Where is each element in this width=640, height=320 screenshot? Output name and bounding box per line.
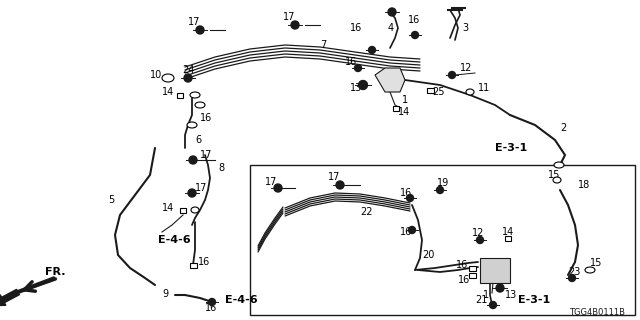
Text: 16: 16 [400,227,412,237]
Circle shape [355,65,362,71]
Ellipse shape [553,177,561,183]
Bar [480,258,510,283]
Circle shape [188,189,196,197]
Circle shape [274,184,282,192]
Text: 8: 8 [218,163,224,173]
Ellipse shape [195,102,205,108]
Circle shape [412,31,419,38]
Text: 10: 10 [150,70,163,80]
Text: 13: 13 [505,290,517,300]
Text: 6: 6 [195,135,201,145]
Bar [393,106,399,110]
Bar [177,92,183,98]
Text: 13: 13 [350,83,362,93]
Text: 16: 16 [345,57,357,67]
Text: 17: 17 [283,12,296,22]
Circle shape [209,299,216,306]
Text: FR.: FR. [45,267,65,277]
Ellipse shape [162,74,174,82]
Text: 7: 7 [320,40,326,50]
Bar [468,266,476,270]
Circle shape [436,187,444,194]
Circle shape [496,284,504,292]
Circle shape [189,156,197,164]
Text: 16: 16 [198,257,211,267]
Text: 11: 11 [478,83,490,93]
Bar [180,207,186,212]
Text: 22: 22 [360,207,372,217]
Text: 9: 9 [162,289,168,299]
Text: 1: 1 [402,95,408,105]
Text: 16: 16 [400,188,412,198]
Text: 4: 4 [388,23,394,33]
Circle shape [477,236,483,244]
Ellipse shape [554,162,564,168]
Text: E-4-6: E-4-6 [158,235,191,245]
Text: 15: 15 [590,258,602,268]
Ellipse shape [585,267,595,273]
Ellipse shape [466,89,474,95]
Text: 17: 17 [328,172,340,182]
Text: 16: 16 [350,23,362,33]
Bar [505,236,511,241]
Text: 16: 16 [458,275,470,285]
Text: E-3-1: E-3-1 [518,295,550,305]
Text: 17: 17 [265,177,277,187]
Text: 19: 19 [437,178,449,188]
Circle shape [291,21,299,29]
Text: 5: 5 [108,195,115,205]
Text: 20: 20 [422,250,435,260]
Bar [189,262,196,268]
Bar [250,165,635,315]
Ellipse shape [190,92,200,98]
Text: 16: 16 [408,15,420,25]
Text: 24: 24 [182,65,195,75]
Text: 17: 17 [200,150,212,160]
Polygon shape [375,68,405,92]
Ellipse shape [187,122,197,128]
Circle shape [369,46,376,53]
Text: 3: 3 [462,23,468,33]
Circle shape [196,26,204,34]
Circle shape [184,74,192,82]
Circle shape [336,181,344,189]
Bar [426,87,433,92]
Text: 25: 25 [432,87,445,97]
Text: 16: 16 [205,303,217,313]
Text: 17: 17 [188,17,200,27]
Text: 21: 21 [475,295,488,305]
Text: 16: 16 [456,260,468,270]
Bar [468,273,476,277]
Text: 12: 12 [472,228,484,238]
Text: 16: 16 [200,113,212,123]
Circle shape [358,81,367,90]
Text: 14: 14 [162,87,174,97]
Text: E-3-1: E-3-1 [495,143,527,153]
Text: 1: 1 [483,290,489,300]
Text: 12: 12 [460,63,472,73]
Text: TGG4B0111B: TGG4B0111B [569,308,625,317]
Text: 18: 18 [578,180,590,190]
Circle shape [388,8,396,16]
Text: 14: 14 [398,107,410,117]
Text: E-4-6: E-4-6 [225,295,258,305]
Circle shape [408,227,415,234]
Circle shape [449,71,456,78]
Text: 14: 14 [162,203,174,213]
Text: 23: 23 [568,267,580,277]
FancyArrow shape [0,289,19,306]
Text: 2: 2 [560,123,566,133]
Text: 17: 17 [195,183,207,193]
Circle shape [490,301,497,308]
Text: 14: 14 [502,227,515,237]
Circle shape [568,275,575,282]
Text: 15: 15 [548,170,561,180]
Ellipse shape [191,207,199,213]
Circle shape [406,195,413,202]
